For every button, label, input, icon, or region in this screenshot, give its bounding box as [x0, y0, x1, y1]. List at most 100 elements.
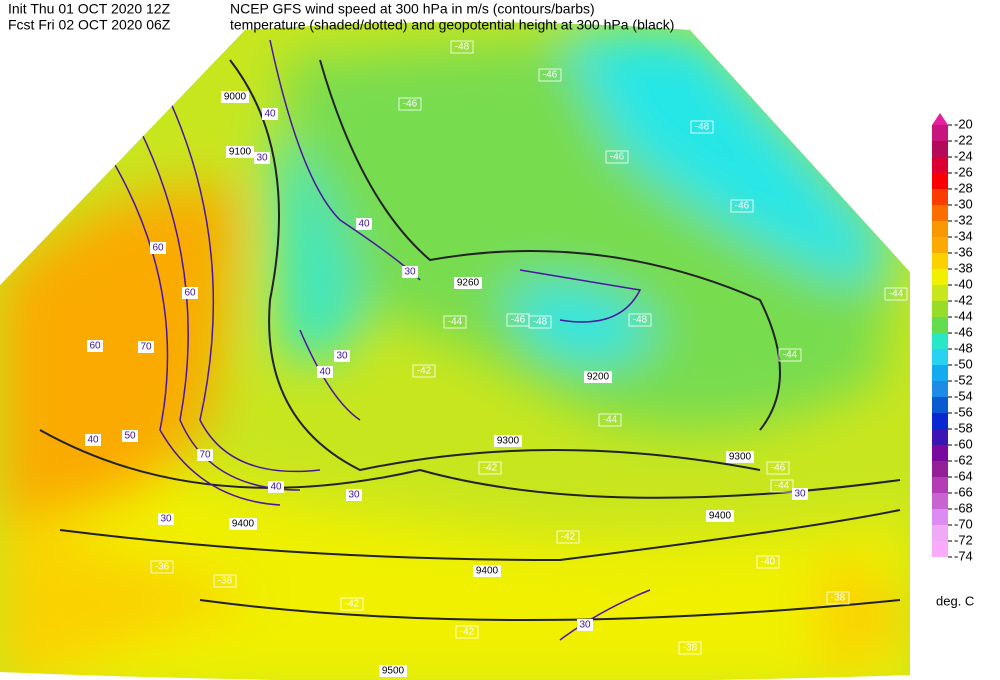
colorbar-label: -32: [954, 212, 973, 227]
label-box: [494, 435, 522, 447]
colorbar-swatch: [932, 381, 948, 397]
wind-label: 50: [124, 431, 136, 442]
wind-label: 60: [184, 288, 196, 299]
height-label: 9100: [229, 147, 252, 158]
label-box: [884, 287, 908, 301]
label-box: [334, 350, 350, 362]
colorbar-swatch: [932, 445, 948, 461]
height-label: 9400: [232, 519, 255, 530]
temperature-label: -48: [455, 42, 470, 53]
colorbar-label: -52: [954, 372, 973, 387]
colorbar-label: -70: [954, 516, 973, 531]
colorbar: -20-22-24-26-28-30-32-34-36-38-40-42-44-…: [932, 113, 973, 563]
temperature-label: -46: [771, 463, 786, 474]
colorbar-swatch: [932, 253, 948, 269]
wind-label: 30: [256, 153, 268, 164]
label-box: [346, 489, 362, 501]
label-box: [197, 449, 213, 461]
height-label: 9400: [709, 511, 732, 522]
height-label: 9500: [382, 666, 405, 677]
temperature-label: -44: [775, 481, 790, 492]
title-wind: NCEP GFS wind speed at 300 hPa in m/s (c…: [230, 1, 595, 17]
label-box: [538, 68, 562, 82]
label-box: [150, 560, 174, 574]
label-box: [317, 366, 333, 378]
temperature-label: -46: [610, 152, 625, 163]
colorbar-swatch: [932, 221, 948, 237]
colorbar-label: -36: [954, 244, 973, 259]
colorbar-swatch: [932, 237, 948, 253]
temperature-label: -38: [831, 593, 846, 604]
label-box: [706, 510, 734, 522]
temperature-label: -36: [155, 562, 170, 573]
colorbar-label: -66: [954, 484, 973, 499]
label-box: [262, 108, 278, 120]
colorbar-label: -20: [954, 116, 973, 131]
colorbar-label: -44: [954, 308, 973, 323]
colorbar-label: -54: [954, 388, 973, 403]
label-box: [726, 451, 754, 463]
label-box: [690, 120, 714, 134]
colorbar-label: -22: [954, 132, 973, 147]
label-box: [778, 348, 802, 362]
wind-label: 30: [404, 267, 416, 278]
label-box: [584, 371, 612, 383]
title-temperature: temperature (shaded/dotted) and geopoten…: [230, 17, 674, 33]
colorbar-swatch: [932, 173, 948, 189]
label-box: [412, 364, 436, 378]
colorbar-label: -48: [954, 340, 973, 355]
label-box: [182, 287, 198, 299]
label-box: [340, 597, 364, 611]
colorbar-label: -24: [954, 148, 973, 163]
temperature-label: -48: [533, 317, 548, 328]
wind-label: 60: [152, 243, 164, 254]
label-box: [756, 555, 780, 569]
colorbar-swatch: [932, 461, 948, 477]
label-box: [678, 641, 702, 655]
label-box: [473, 565, 501, 577]
label-box: [85, 434, 101, 446]
colorbar-swatch: [932, 317, 948, 333]
colorbar-swatch: [932, 157, 948, 173]
height-label: 9400: [476, 566, 499, 577]
colorbar-label: -28: [954, 180, 973, 195]
label-box: [226, 146, 254, 158]
label-box: [254, 152, 270, 164]
height-label: 9200: [587, 372, 610, 383]
label-box: [478, 461, 502, 475]
colorbar-swatch: [932, 429, 948, 445]
wind-label: 40: [264, 109, 276, 120]
label-box: [398, 97, 422, 111]
label-box: [730, 199, 754, 213]
colorbar-swatch: [932, 413, 948, 429]
colorbar-label: -40: [954, 276, 973, 291]
label-box: [150, 242, 166, 254]
label-box: [268, 481, 284, 493]
colorbar-swatch: [932, 269, 948, 285]
label-box: [556, 530, 580, 544]
temperature-label: -44: [889, 289, 904, 300]
colorbar-swatch: [932, 509, 948, 525]
colorbar-swatch: [932, 525, 948, 541]
label-box: [213, 574, 237, 588]
temperature-label: -46: [735, 201, 750, 212]
label-box: [122, 430, 138, 442]
colorbar-label: -34: [954, 228, 973, 243]
height-label: 9300: [729, 452, 752, 463]
colorbar-swatch: [932, 125, 948, 141]
label-box: [356, 218, 372, 230]
temperature-label: -46: [543, 70, 558, 81]
wind-label: 30: [348, 490, 360, 501]
label-box: [577, 619, 593, 631]
wind-label: 30: [579, 620, 591, 631]
label-box: [221, 91, 249, 103]
colorbar-swatch: [932, 301, 948, 317]
colorbar-label: -42: [954, 292, 973, 307]
temperature-label: -48: [633, 315, 648, 326]
temperature-label: -40: [761, 557, 776, 568]
temperature-label: -44: [603, 415, 618, 426]
height-label: 9260: [457, 278, 480, 289]
colorbar-swatch: [932, 349, 948, 365]
label-box: [766, 461, 790, 475]
